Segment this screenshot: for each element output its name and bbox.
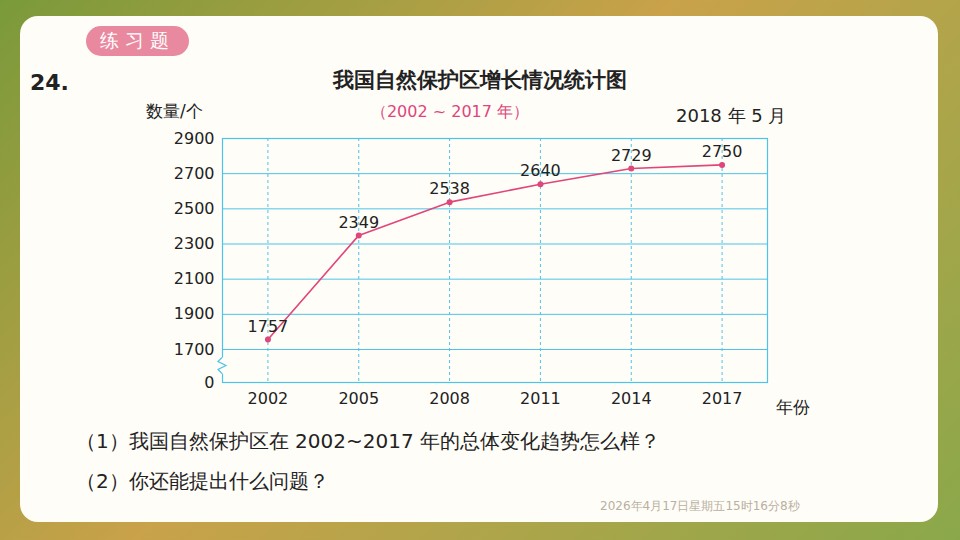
html-text:年份: 年份 bbox=[776, 397, 810, 417]
html-text:（2002 ~ 2017 年）: （2002 ~ 2017 年） bbox=[370, 102, 529, 121]
svg-text:2729: 2729 bbox=[611, 146, 652, 165]
html-text:数量/个: 数量/个 bbox=[146, 101, 203, 121]
html-text:（1）我国自然保护区在 2002~2017 年的总体变化趋势: （1）我国自然保护区在 2002~2017 年的总体变化趋势怎么样？ bbox=[76, 429, 660, 453]
svg-text:0: 0 bbox=[204, 373, 214, 392]
html-text:2026年4月17日星期五15时16分8秒: 2026年4月17日星期五15时16分8秒 bbox=[600, 499, 800, 513]
svg-text:2349: 2349 bbox=[338, 213, 379, 232]
html-text:练习题: 练习题 bbox=[100, 29, 175, 51]
svg-text:1700: 1700 bbox=[174, 340, 215, 359]
svg-text:2538: 2538 bbox=[429, 179, 470, 198]
svg-text:2008: 2008 bbox=[429, 389, 470, 408]
svg-text:2900: 2900 bbox=[174, 129, 215, 148]
html-text:24.: 24. bbox=[30, 70, 69, 95]
html-text:（2）你还能提出什么问题？: （2）你还能提出什么问题？ bbox=[76, 469, 329, 493]
svg-text:2750: 2750 bbox=[702, 142, 743, 161]
svg-text:2300: 2300 bbox=[174, 234, 215, 253]
html-text:2018 年 5 月: 2018 年 5 月 bbox=[676, 105, 787, 126]
svg-text:2100: 2100 bbox=[174, 269, 215, 288]
svg-text:1900: 1900 bbox=[174, 304, 215, 323]
svg-text:2640: 2640 bbox=[520, 161, 561, 180]
svg-text:2011: 2011 bbox=[520, 389, 561, 408]
svg-text:2017: 2017 bbox=[702, 389, 743, 408]
svg-text:2500: 2500 bbox=[174, 199, 215, 218]
svg-text:2005: 2005 bbox=[338, 389, 379, 408]
svg-text:2014: 2014 bbox=[611, 389, 652, 408]
svg-text:2700: 2700 bbox=[174, 164, 215, 183]
html-text:我国自然保护区增长情况统计图: 我国自然保护区增长情况统计图 bbox=[333, 68, 627, 92]
svg-text:1757: 1757 bbox=[248, 317, 289, 336]
svg-text:2002: 2002 bbox=[248, 389, 289, 408]
